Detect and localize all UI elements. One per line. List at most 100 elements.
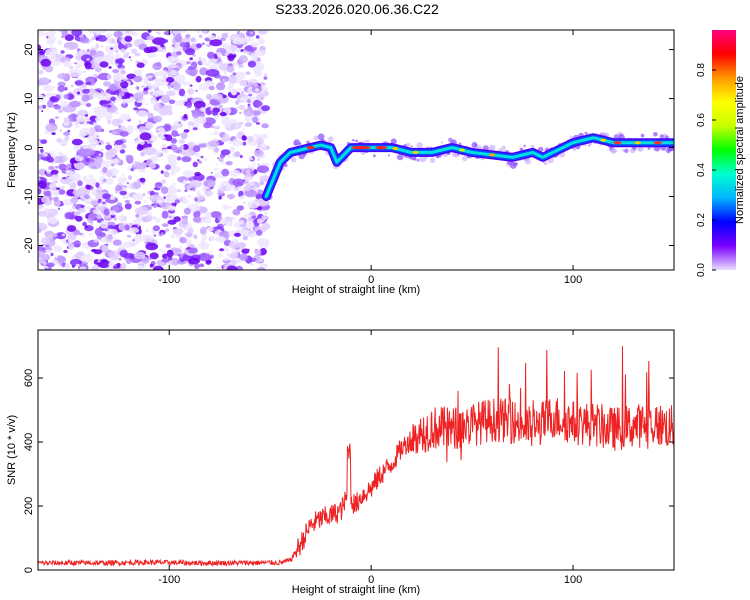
noise-blob (128, 56, 131, 59)
noise-blob (165, 76, 175, 83)
noise-blob (161, 210, 169, 219)
noise-blob (254, 249, 262, 255)
noise-blob (229, 169, 241, 177)
spectrogram-y-tick-label: -20 (23, 238, 35, 254)
noise-blob (255, 193, 264, 200)
noise-blob (263, 76, 268, 80)
noise-blob (186, 232, 193, 237)
noise-blob (162, 250, 167, 254)
noise-blob (75, 215, 83, 222)
noise-blob (247, 98, 251, 104)
noise-blob (95, 116, 101, 122)
noise-blob (102, 193, 111, 200)
noise-blob (149, 134, 158, 142)
noise-blob (101, 201, 106, 205)
noise-blob (141, 256, 150, 264)
noise-blob (84, 61, 92, 70)
noise-blob (66, 170, 75, 177)
noise-blob (165, 186, 178, 195)
noise-blob (57, 81, 66, 87)
noise-blob (154, 85, 160, 90)
noise-blob (218, 156, 224, 163)
noise-blob (69, 65, 74, 70)
noise-blob (112, 69, 120, 74)
noise-blob (163, 196, 166, 199)
noise-blob (38, 228, 42, 233)
noise-blob (219, 175, 225, 179)
noise-blob (254, 69, 263, 77)
noise-blob (145, 249, 148, 252)
noise-blob (245, 71, 251, 75)
noise-blob (188, 257, 200, 265)
noise-blob (212, 64, 217, 67)
noise-blob (82, 88, 91, 94)
noise-blob (42, 85, 54, 92)
noise-blob (53, 196, 59, 202)
noise-blob (257, 38, 265, 45)
ridge-peak (634, 141, 641, 145)
noise-blob (182, 80, 190, 86)
noise-blob (232, 178, 245, 187)
noise-blob (197, 56, 202, 62)
noise-blob (133, 139, 142, 145)
noise-blob (48, 118, 56, 125)
noise-blob (143, 47, 153, 54)
noise-blob (214, 172, 221, 178)
ridge-halo-blob (544, 162, 548, 166)
ridge-halo-blob (317, 133, 325, 141)
noise-blob (228, 252, 239, 259)
ridge-halo-blob (588, 144, 591, 147)
noise-blob (145, 228, 150, 233)
noise-blob (128, 227, 140, 234)
noise-blob (76, 91, 81, 95)
noise-blob (46, 36, 49, 39)
noise-blob (79, 266, 87, 270)
noise-blob (201, 240, 205, 245)
noise-blob (41, 110, 44, 113)
noise-blob (138, 126, 147, 132)
ridge-halo-blob (397, 153, 404, 161)
noise-blob (60, 100, 69, 108)
noise-blob (64, 263, 71, 269)
noise-blob (118, 258, 122, 261)
noise-blob (178, 139, 185, 144)
noise-blob (252, 116, 259, 123)
noise-blob (229, 146, 236, 153)
noise-blob (193, 100, 206, 109)
noise-blob (48, 166, 55, 170)
noise-blob (246, 176, 253, 181)
noise-blob (192, 161, 198, 168)
noise-blob (147, 124, 151, 128)
noise-blob (102, 166, 108, 174)
ridge-halo-blob (413, 157, 417, 161)
noise-blob (207, 140, 220, 148)
noise-blob (165, 228, 170, 232)
noise-blob (199, 263, 205, 268)
noise-blob (221, 119, 230, 126)
noise-blob (107, 52, 114, 59)
noise-blob (194, 198, 199, 202)
noise-blob (140, 234, 154, 243)
noise-blob (120, 81, 129, 89)
noise-blob (225, 31, 230, 34)
noise-blob (109, 84, 118, 92)
noise-blob (113, 236, 117, 239)
noise-blob (38, 188, 42, 195)
noise-blob (257, 143, 262, 148)
noise-blob (93, 249, 103, 255)
noise-blob (112, 266, 118, 269)
noise-blob (149, 263, 154, 268)
noise-blob (163, 123, 172, 132)
noise-blob (243, 201, 246, 204)
noise-blob (48, 183, 55, 189)
noise-blob (161, 148, 169, 154)
noise-blob (147, 196, 151, 199)
noise-blob (146, 35, 155, 41)
noise-blob (238, 104, 246, 110)
noise-blob (161, 179, 167, 184)
noise-blob (227, 53, 235, 62)
noise-blob (132, 193, 139, 198)
noise-blob (101, 244, 109, 253)
noise-blob (73, 240, 81, 248)
